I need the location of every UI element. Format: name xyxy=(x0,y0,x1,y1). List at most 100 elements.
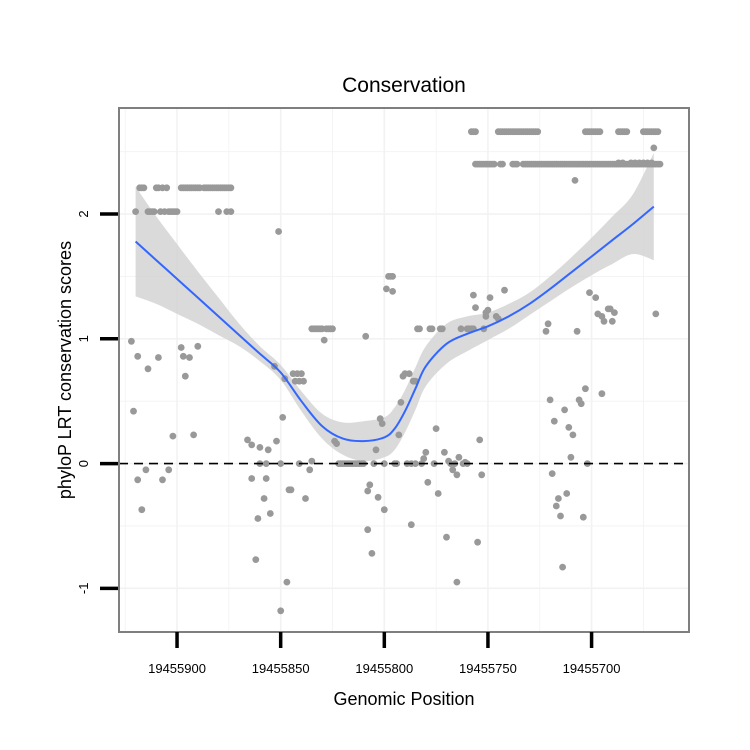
y-axis-title: phyloP LRT conservation scores xyxy=(55,241,75,499)
data-point xyxy=(248,441,256,449)
plot-border xyxy=(118,107,690,633)
data-point xyxy=(412,460,419,467)
data-point xyxy=(550,417,558,425)
data-point xyxy=(453,471,461,479)
data-point xyxy=(277,607,285,615)
data-point xyxy=(457,325,465,333)
data-point xyxy=(368,550,376,557)
data-point xyxy=(484,306,492,314)
data-point xyxy=(177,344,185,351)
data-point xyxy=(654,128,662,136)
data-point xyxy=(275,228,282,235)
data-point xyxy=(167,208,175,216)
data-point xyxy=(490,160,498,168)
data-point xyxy=(254,515,262,522)
data-point xyxy=(142,466,150,474)
data-point xyxy=(470,291,477,299)
data-point xyxy=(453,578,461,586)
data-point xyxy=(320,336,328,344)
data-point xyxy=(279,414,287,421)
data-point xyxy=(428,325,436,333)
data-point xyxy=(407,521,415,529)
data-point xyxy=(546,396,554,404)
data-point xyxy=(329,325,336,333)
y-tick-label: 0 xyxy=(76,460,91,467)
x-axis-title: Genomic Position xyxy=(333,689,474,709)
data-point xyxy=(227,208,235,216)
data-point xyxy=(592,294,600,301)
data-point xyxy=(194,342,202,350)
data-point xyxy=(586,289,593,296)
data-point xyxy=(389,288,396,295)
data-point xyxy=(308,457,316,465)
data-point xyxy=(416,325,423,333)
data-point xyxy=(190,431,198,439)
data-point xyxy=(656,160,664,168)
data-point xyxy=(441,448,448,456)
data-point xyxy=(405,370,413,378)
data-point xyxy=(181,372,189,380)
data-point xyxy=(443,533,450,541)
y-tick-label: 1 xyxy=(76,335,91,342)
data-point xyxy=(455,453,463,461)
x-tick-label: 19455800 xyxy=(355,661,413,676)
data-point xyxy=(563,490,571,497)
data-point xyxy=(600,317,608,325)
data-point xyxy=(252,556,260,563)
data-point xyxy=(186,354,193,361)
data-point xyxy=(472,304,479,311)
data-point xyxy=(559,563,566,571)
data-point xyxy=(277,460,285,467)
data-point xyxy=(264,446,272,454)
data-point xyxy=(333,440,340,447)
data-point xyxy=(422,448,430,456)
data-point xyxy=(548,470,556,477)
data-point xyxy=(138,506,146,514)
data-point xyxy=(144,365,152,373)
data-point xyxy=(244,436,251,444)
data-point xyxy=(150,208,158,216)
data-point xyxy=(648,159,656,167)
data-point xyxy=(544,320,552,328)
data-point xyxy=(163,184,171,192)
plot-panel xyxy=(118,107,690,633)
y-tick-label: 2 xyxy=(76,210,91,217)
data-point xyxy=(370,460,378,467)
data-point xyxy=(179,352,187,360)
data-point xyxy=(555,495,562,502)
data-point xyxy=(262,475,270,482)
data-point xyxy=(395,431,403,439)
data-point xyxy=(306,466,314,474)
y-tick-label: -1 xyxy=(76,583,91,595)
x-tick-label: 19455850 xyxy=(252,661,310,676)
smooth-fit-line xyxy=(134,205,655,443)
data-point xyxy=(364,487,372,495)
data-point xyxy=(478,471,486,479)
data-point xyxy=(501,286,508,294)
data-point xyxy=(650,144,658,152)
data-point xyxy=(248,475,256,482)
data-point xyxy=(380,506,388,514)
plot-background xyxy=(119,108,689,632)
data-point xyxy=(383,285,390,293)
data-point xyxy=(287,486,295,494)
data-point xyxy=(256,444,264,451)
data-point xyxy=(165,466,173,474)
data-point xyxy=(438,325,446,333)
data-point xyxy=(300,377,307,385)
data-point xyxy=(611,309,618,316)
data-point xyxy=(579,513,587,521)
data-point xyxy=(569,431,577,439)
data-point xyxy=(499,160,506,168)
data-point xyxy=(534,128,542,136)
data-point xyxy=(552,502,560,510)
data-point xyxy=(565,424,573,431)
data-point xyxy=(577,400,585,408)
data-point xyxy=(159,476,166,484)
data-point xyxy=(476,436,484,444)
data-point xyxy=(513,160,521,168)
data-point xyxy=(449,466,457,474)
data-point xyxy=(134,352,142,360)
data-point xyxy=(362,332,370,340)
